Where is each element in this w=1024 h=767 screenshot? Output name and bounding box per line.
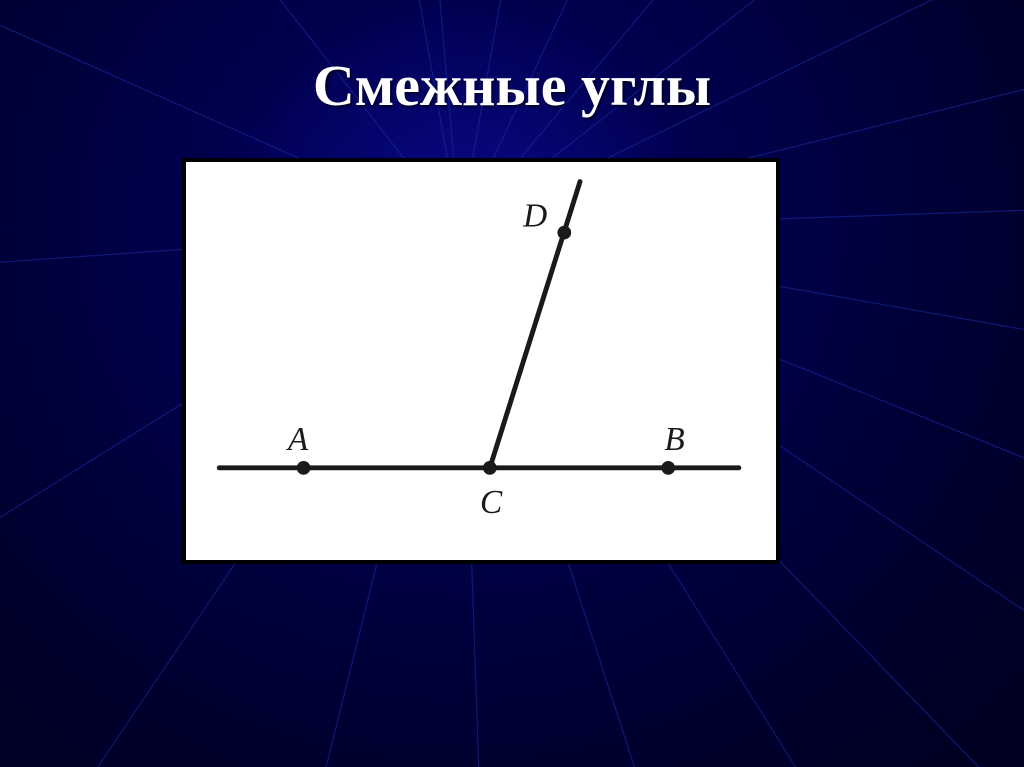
diagram-frame: A B C D	[182, 158, 780, 564]
slide-title: Смежные углы	[0, 52, 1024, 119]
svg-text:C: C	[480, 484, 503, 521]
adjacent-angles-diagram: A B C D	[186, 162, 776, 560]
svg-text:B: B	[664, 421, 684, 458]
svg-text:D: D	[522, 198, 547, 235]
svg-text:A: A	[286, 421, 309, 458]
